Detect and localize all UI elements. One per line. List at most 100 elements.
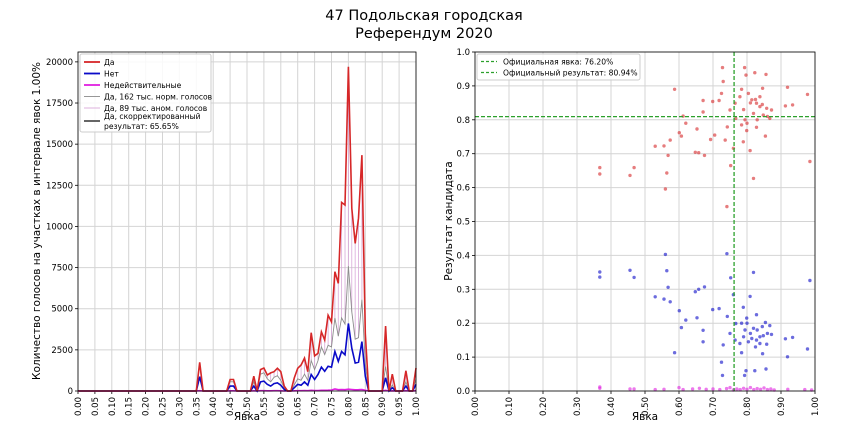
left-y-tick-label: 7500: [51, 264, 73, 274]
scatter-point-no: [741, 335, 746, 339]
chart-title-line-1: 47 Подольская городская: [325, 8, 522, 24]
scatter-point-yes: [743, 118, 747, 122]
left-y-tick-label: 0: [68, 387, 73, 397]
scatter-point-yes: [768, 116, 772, 121]
right-x-tick-label: 0.90: [777, 397, 787, 416]
left-y-tick-label: 12500: [46, 181, 73, 191]
right-x-tick-label: 0.80: [743, 397, 753, 416]
scatter-point-invalid: [632, 387, 636, 391]
scatter-point-no: [725, 314, 729, 319]
scatter-point-yes: [628, 173, 632, 178]
scatter-point-no: [665, 269, 669, 273]
left-y-tick-label: 5000: [51, 305, 73, 315]
scatter-point-yes: [785, 85, 790, 90]
right-x-axis-label: Явка: [632, 411, 658, 423]
scatter-point-no: [768, 323, 772, 328]
left-y-axis-label: Количество голосов на участках в интерва…: [31, 62, 43, 380]
scatter-point-yes: [668, 138, 672, 142]
scatter-point-invalid: [803, 387, 807, 392]
right-x-tick-label: 1.00: [811, 397, 821, 416]
scatter-point-no: [758, 341, 762, 346]
right-x-tick-label: 0.70: [709, 397, 719, 416]
left-x-tick-label: 0.60: [277, 397, 287, 416]
scatter-point-yes: [725, 125, 729, 129]
scatter-point-no: [739, 351, 744, 355]
left-x-tick-label: 0.10: [108, 397, 118, 416]
scatter-point-yes: [751, 111, 756, 116]
left-x-axis-label: Явка: [234, 411, 260, 423]
scatter-point-yes: [662, 144, 666, 148]
left-x-tick-label: 0.40: [209, 397, 219, 416]
scatter-point-yes: [734, 116, 738, 121]
legend-box: [79, 53, 212, 133]
scatter-point-no: [668, 300, 672, 304]
right-chart: 0.00 0.10 0.20 0.30 0.40 0.50 0.60 0.70 0.80 0.90…: [456, 48, 821, 416]
scatter-point-yes: [769, 108, 774, 112]
left-x-tick-label: 0.30: [175, 397, 185, 416]
scatter-point-no: [701, 340, 705, 344]
left-x-tick-label: 0.75: [328, 397, 338, 416]
scatter-point-no: [739, 321, 744, 325]
scatter-point-yes: [723, 138, 727, 142]
right-y-tick-label: 0.0: [456, 387, 470, 397]
scatter-point-yes: [708, 137, 713, 142]
scatter-point-no: [672, 351, 677, 355]
left-y-tick-label: 10000: [46, 222, 73, 232]
left-x-tick-label: 0.15: [125, 397, 135, 416]
right-x-tick-label: 0.30: [573, 397, 583, 416]
scatter-point-no: [598, 270, 602, 274]
legend-label-anomalous: Да, 89 тыс. аном. голосов: [104, 104, 208, 113]
scatter-point-yes: [755, 118, 759, 122]
legend-label-corrected-line-1: Да, скорректированный: [104, 112, 201, 121]
scatter-point-yes: [761, 113, 765, 117]
scatter-point-no: [760, 324, 764, 329]
scatter-point-yes: [713, 133, 717, 137]
scatter-point-yes: [754, 125, 759, 129]
scatter-point-invalid: [681, 387, 685, 392]
scatter-point-yes: [750, 98, 754, 102]
scatter-point-no: [663, 252, 668, 257]
scatter-point-no: [748, 331, 753, 336]
scatter-point-yes: [677, 131, 681, 135]
scatter-point-invalid: [690, 387, 695, 391]
scatter-point-no: [765, 331, 770, 336]
left-x-tick-label: 0.45: [226, 397, 236, 416]
scatter-point-yes: [632, 165, 636, 170]
scatter-point-invalid: [628, 387, 632, 391]
scatter-point-yes: [663, 187, 668, 191]
scatter-point-yes: [763, 134, 768, 138]
scatter-point-yes: [741, 140, 745, 144]
left-x-tick-label: 1.00: [412, 397, 422, 416]
scatter-point-yes: [760, 102, 764, 107]
scatter-point-no: [808, 278, 812, 283]
right-x-tick-label: 0.50: [641, 397, 651, 416]
scatter-point-yes: [697, 151, 701, 155]
scatter-point-no: [734, 321, 738, 326]
right-legend: Официальная явка: 76.20% Официальный резу…: [476, 53, 641, 81]
scatter-point-no: [695, 316, 699, 320]
scatter-point-no: [738, 341, 742, 346]
right-y-tick-label: 0.6: [456, 184, 470, 194]
scatter-point-yes: [684, 121, 688, 125]
scatter-point-no: [753, 345, 758, 349]
scatter-point-yes: [739, 123, 744, 127]
scatter-point-no: [666, 285, 670, 289]
scatter-point-invalid: [758, 387, 763, 391]
scatter-point-no: [785, 355, 790, 359]
scatter-point-invalid: [748, 385, 753, 390]
scatter-point-yes: [758, 95, 762, 99]
scatter-point-yes: [598, 165, 602, 170]
scatter-point-no: [743, 328, 747, 332]
scatter-point-yes: [808, 159, 812, 164]
scatter-point-invalid: [704, 387, 708, 391]
legend-label-normal: Да, 162 тыс. норм. голосов: [104, 92, 213, 101]
scatter-point-no: [729, 276, 733, 280]
scatter-point-yes: [738, 95, 742, 99]
scatter-point-no: [720, 373, 725, 378]
left-x-tick-label: 0.25: [159, 397, 169, 416]
right-x-tick-label: 0.40: [607, 397, 617, 416]
scatter-point-yes: [598, 172, 602, 176]
scatter-point-no: [754, 313, 759, 317]
scatter-point-no: [628, 268, 632, 272]
